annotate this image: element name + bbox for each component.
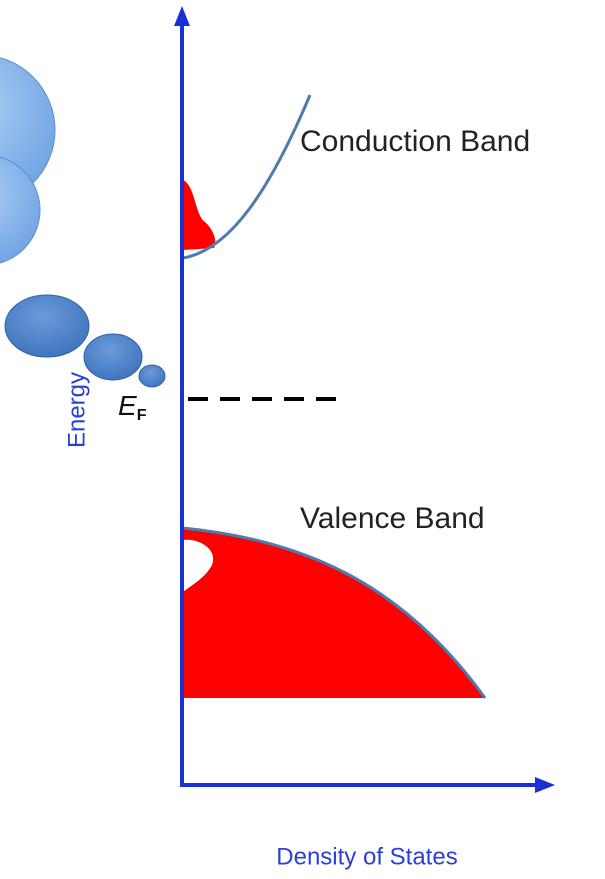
bubble xyxy=(84,334,142,380)
valence-label: Valence Band xyxy=(300,502,485,535)
band-diagram: Energy EF Conduction Band Valence Band D… xyxy=(0,0,605,879)
y-axis-label: Energy xyxy=(63,372,90,448)
x-axis-label: Density of States xyxy=(276,843,457,870)
bubbles xyxy=(0,55,165,387)
fermi-subscript: F xyxy=(137,407,147,424)
fermi-symbol: E xyxy=(118,390,137,421)
x-arrow xyxy=(535,777,555,793)
conduction-label: Conduction Band xyxy=(300,125,530,158)
bubble xyxy=(139,365,165,387)
conduction-fill xyxy=(183,180,215,250)
valence-fill xyxy=(183,528,485,698)
y-arrow xyxy=(174,6,190,26)
bubble xyxy=(5,295,89,357)
fermi-label: EF xyxy=(118,390,147,424)
